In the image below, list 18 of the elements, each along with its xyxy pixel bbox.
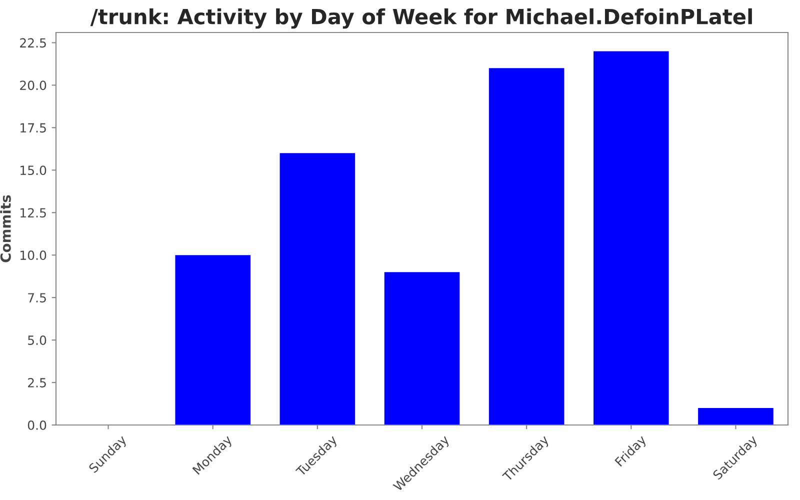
bar (280, 153, 356, 425)
y-tick-label: 0.0 (28, 420, 46, 430)
y-tick-label: 2.5 (28, 378, 46, 388)
bar (698, 408, 774, 425)
y-tick-label: 20.0 (20, 80, 46, 90)
chart-title: /trunk: Activity by Day of Week for Michael.DefoinPLatel (90, 8, 752, 29)
bar (175, 255, 251, 425)
y-axis-title: Commits (0, 195, 11, 262)
y-tick-label: 5.0 (28, 336, 46, 345)
y-tick-label: 7.5 (28, 293, 46, 302)
bar (384, 272, 460, 425)
y-tick-label: 22.5 (20, 38, 46, 48)
bar (488, 68, 564, 425)
y-tick-label: 10.0 (20, 250, 46, 260)
bar (593, 51, 669, 425)
y-tick-label: 15.0 (20, 166, 46, 176)
y-tick-label: 17.5 (20, 123, 46, 133)
y-tick-label: 12.5 (20, 208, 46, 218)
